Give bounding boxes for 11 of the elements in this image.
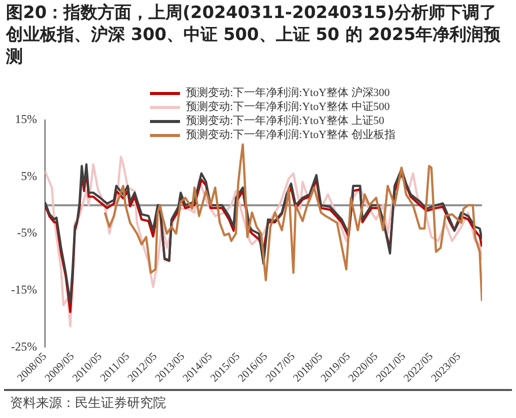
y-tick-label: 15%: [14, 112, 37, 126]
legend-label: 预测变动:下一年净利润:YtoY整体 中证500: [186, 100, 390, 114]
legend-label: 预测变动:下一年净利润:YtoY整体 上证50: [186, 114, 384, 128]
y-tick-label: -25%: [10, 339, 37, 354]
y-tick-label: -5%: [16, 226, 37, 240]
chart-title: 图20：指数方面，上周(20240311-20240315)分析师下调了创业板指、沪深 300、中证 500、上证 50 的 2025年净利润预测: [6, 2, 502, 68]
text: 资料来源：民生证券研究院: [10, 395, 166, 412]
legend-label: 预测变动:下一年净利润:YtoY整体 创业板指: [186, 128, 396, 142]
y-tick-label: 5%: [20, 168, 37, 183]
y-tick-label: -15%: [10, 282, 37, 297]
legend-label: 预测变动:下一年净利润:YtoY整体 沪深300: [186, 86, 390, 100]
